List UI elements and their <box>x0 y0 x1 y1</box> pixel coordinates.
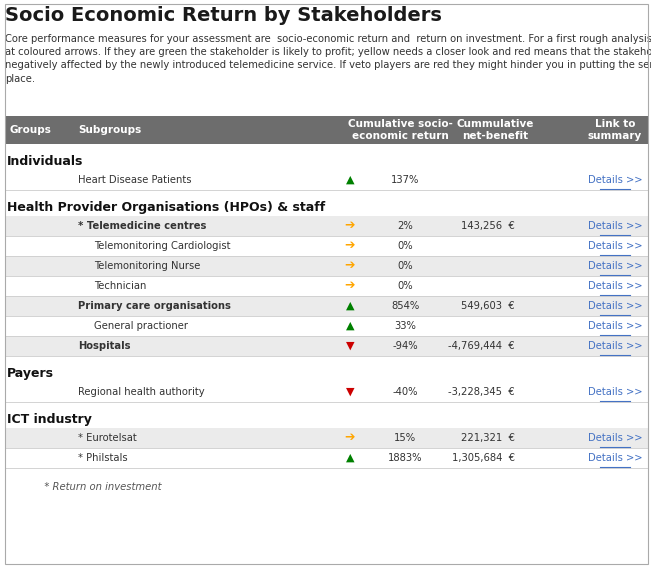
Text: Details >>: Details >> <box>588 241 643 251</box>
Bar <box>5 116 648 144</box>
Bar <box>5 256 648 276</box>
Text: ICT industry: ICT industry <box>7 414 92 427</box>
Text: -4,769,444  €: -4,769,444 € <box>449 341 515 351</box>
Text: * Return on investment: * Return on investment <box>35 482 161 492</box>
Text: 15%: 15% <box>394 433 416 443</box>
Text: ➔: ➔ <box>345 240 355 253</box>
Text: ▲: ▲ <box>346 301 354 311</box>
Text: ➔: ➔ <box>345 219 355 232</box>
Bar <box>5 428 648 448</box>
Text: * Philstals: * Philstals <box>78 453 128 463</box>
Text: ▲: ▲ <box>346 453 354 463</box>
Text: Details >>: Details >> <box>588 175 643 185</box>
Text: ➔: ➔ <box>345 260 355 273</box>
Text: Details >>: Details >> <box>588 387 643 397</box>
Text: Details >>: Details >> <box>588 453 643 463</box>
Text: ▼: ▼ <box>346 387 354 397</box>
Text: Regional health authority: Regional health authority <box>78 387 204 397</box>
Text: 549,603  €: 549,603 € <box>462 301 515 311</box>
Text: -40%: -40% <box>393 387 418 397</box>
Text: Socio Economic Return by Stakeholders: Socio Economic Return by Stakeholders <box>5 6 442 25</box>
Text: Technician: Technician <box>94 281 146 291</box>
Text: Health Provider Organisations (HPOs) & staff: Health Provider Organisations (HPOs) & s… <box>7 202 326 214</box>
Text: 0%: 0% <box>397 281 413 291</box>
Text: General practioner: General practioner <box>94 321 188 331</box>
Text: Telemonitoring Cardiologist: Telemonitoring Cardiologist <box>94 241 230 251</box>
Text: Cummulative
net-benefit: Cummulative net-benefit <box>456 119 534 141</box>
Text: ➔: ➔ <box>345 432 355 445</box>
Text: Details >>: Details >> <box>588 261 643 271</box>
Text: Cumulative socio-
economic return: Cumulative socio- economic return <box>348 119 452 141</box>
Text: Details >>: Details >> <box>588 433 643 443</box>
Text: Hospitals: Hospitals <box>78 341 130 351</box>
Text: Telemonitoring Nurse: Telemonitoring Nurse <box>94 261 201 271</box>
Text: * Eurotelsat: * Eurotelsat <box>78 433 137 443</box>
Text: -94%: -94% <box>392 341 418 351</box>
Bar <box>5 216 648 236</box>
Text: Heart Disease Patients: Heart Disease Patients <box>78 175 191 185</box>
Text: Details >>: Details >> <box>588 301 643 311</box>
Text: ➔: ➔ <box>345 279 355 293</box>
Text: 137%: 137% <box>391 175 419 185</box>
Text: 1,305,684  €: 1,305,684 € <box>452 453 515 463</box>
Text: Core performance measures for your assessment are  socio-economic return and  re: Core performance measures for your asses… <box>5 34 651 83</box>
Text: 0%: 0% <box>397 261 413 271</box>
Text: Details >>: Details >> <box>588 281 643 291</box>
Text: 1883%: 1883% <box>388 453 422 463</box>
Text: Details >>: Details >> <box>588 221 643 231</box>
Text: Link to
summary: Link to summary <box>588 119 642 141</box>
Text: * Telemedicine centres: * Telemedicine centres <box>78 221 206 231</box>
Text: 221,321  €: 221,321 € <box>461 433 515 443</box>
Text: Details >>: Details >> <box>588 321 643 331</box>
Text: Details >>: Details >> <box>588 341 643 351</box>
Text: Primary care organisations: Primary care organisations <box>78 301 231 311</box>
Text: Individuals: Individuals <box>7 156 83 168</box>
Text: 33%: 33% <box>394 321 416 331</box>
Bar <box>5 336 648 356</box>
Text: ▲: ▲ <box>346 321 354 331</box>
Text: -3,228,345  €: -3,228,345 € <box>449 387 515 397</box>
Text: Subgroups: Subgroups <box>78 125 141 135</box>
Text: 2%: 2% <box>397 221 413 231</box>
Text: Groups: Groups <box>9 125 51 135</box>
Text: 854%: 854% <box>391 301 419 311</box>
Text: ▲: ▲ <box>346 175 354 185</box>
Text: ▼: ▼ <box>346 341 354 351</box>
Text: 0%: 0% <box>397 241 413 251</box>
Bar <box>5 296 648 316</box>
Text: 143,256  €: 143,256 € <box>462 221 515 231</box>
Text: Payers: Payers <box>7 367 54 381</box>
